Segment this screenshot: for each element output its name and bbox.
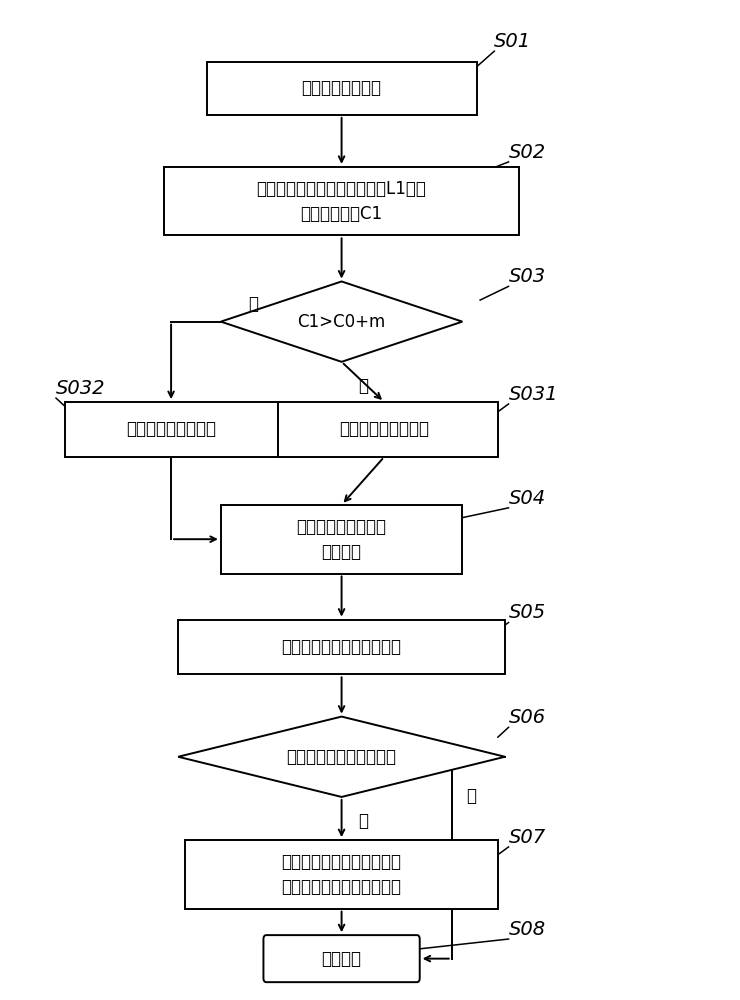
Text: 关机结束: 关机结束 — [322, 950, 362, 968]
Text: 进入燃料电池系统关机流程: 进入燃料电池系统关机流程 — [282, 638, 402, 656]
Text: S08: S08 — [508, 920, 545, 939]
Text: 是: 是 — [358, 377, 368, 395]
Bar — [271, 402, 498, 457]
Text: S04: S04 — [508, 489, 545, 508]
Text: 标记节温器位置正常: 标记节温器位置正常 — [126, 420, 216, 438]
Bar — [221, 505, 462, 573]
Bar — [64, 402, 278, 457]
FancyBboxPatch shape — [263, 935, 420, 982]
Text: 燃料电池启动暖机: 燃料电池启动暖机 — [302, 79, 382, 97]
Text: S032: S032 — [56, 379, 106, 398]
Bar — [206, 62, 477, 115]
Polygon shape — [221, 281, 462, 362]
Text: S031: S031 — [508, 385, 558, 404]
Text: 根据暖机过程参数计算电堆和L1回路
的实际热容量C1: 根据暖机过程参数计算电堆和L1回路 的实际热容量C1 — [257, 180, 426, 223]
Text: S01: S01 — [494, 32, 531, 51]
Text: 判断节温器位置是否异常: 判断节温器位置是否异常 — [286, 748, 397, 766]
Bar — [185, 840, 498, 909]
Text: S02: S02 — [508, 143, 545, 162]
Text: 否: 否 — [466, 787, 476, 805]
Text: S07: S07 — [508, 828, 545, 847]
Text: 标记节温器位置异常: 标记节温器位置异常 — [339, 420, 429, 438]
Text: 标定节温器位置，将节温器
的标记结果重新标记为正常: 标定节温器位置，将节温器 的标记结果重新标记为正常 — [282, 853, 402, 896]
Text: 是: 是 — [358, 812, 368, 830]
Text: S05: S05 — [508, 603, 545, 622]
Bar — [164, 167, 519, 235]
Text: S06: S06 — [508, 708, 545, 727]
Text: 系统暖机结束，进入
运行状态: 系统暖机结束，进入 运行状态 — [297, 518, 386, 561]
Text: S03: S03 — [508, 267, 545, 286]
Text: C1>C0+m: C1>C0+m — [297, 313, 386, 331]
Text: 否: 否 — [248, 295, 258, 313]
Bar — [178, 620, 505, 674]
Polygon shape — [178, 717, 505, 797]
